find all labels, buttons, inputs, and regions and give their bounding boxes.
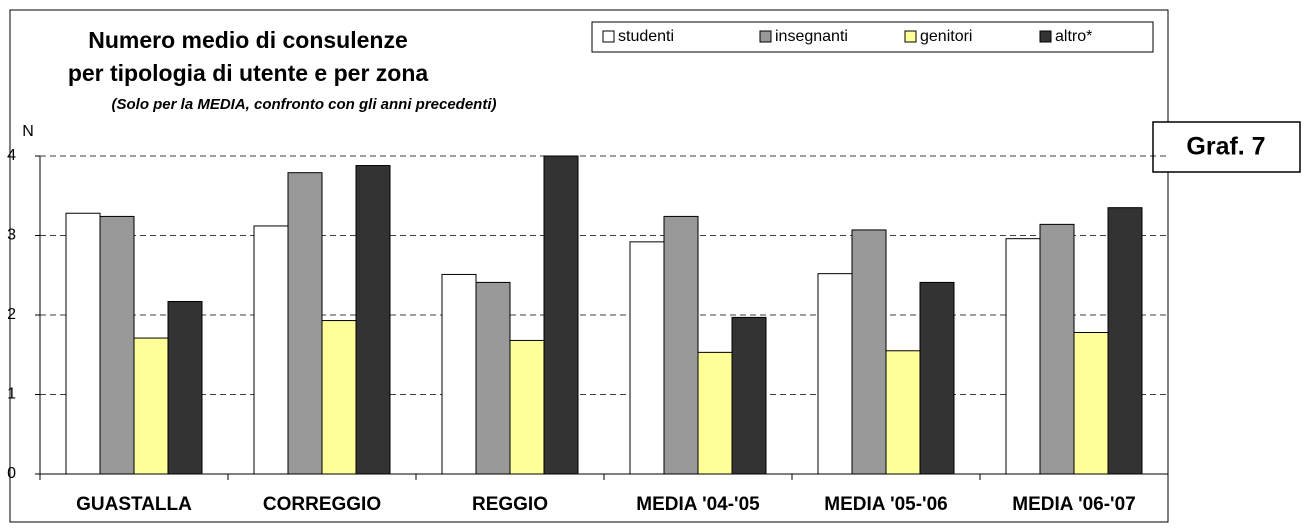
x-tick-label: MEDIA '05-'06 [824,494,947,515]
x-tick-label: MEDIA '04-'05 [636,494,760,515]
bar [663,215,699,475]
bar [817,273,853,475]
y-tick-label: 4 [7,147,16,164]
legend-label: studenti [618,28,674,45]
legend-swatch [602,30,615,43]
chart-subtitle: (Solo per la MEDIA, confronto con gli an… [111,96,496,113]
y-axis-label: N [22,123,34,140]
bar [99,215,135,475]
bar [509,339,545,475]
bar [287,172,323,475]
chart-title: per tipologia di utente e per zona [68,60,429,86]
annotation-box [1152,121,1301,173]
bar [629,241,665,475]
legend [591,21,1154,53]
bar [731,316,767,475]
bar [253,225,289,475]
bar [1039,223,1075,475]
bar [475,281,511,475]
bar [355,165,391,475]
y-tick-label: 3 [7,227,16,244]
bar [1073,331,1109,475]
bar [697,351,733,475]
x-tick-label: CORREGGIO [263,494,381,515]
chart-frame [9,9,1169,523]
bar [885,350,921,475]
bar [1005,238,1041,475]
chart-title: Numero medio di consulenze [88,27,408,53]
bar [65,212,101,475]
bar [919,281,955,475]
legend-swatch [904,30,917,43]
y-tick-label: 2 [7,306,16,323]
x-tick-label: REGGIO [472,494,548,515]
bar [1107,207,1143,475]
legend-label: genitori [920,28,972,45]
bar [133,337,169,475]
bar [167,300,203,475]
bar [851,229,887,475]
legend-swatch [759,30,772,43]
x-tick-label: MEDIA '06-'07 [1012,494,1135,515]
x-tick-label: GUASTALLA [76,494,192,515]
bar [543,155,579,475]
legend-swatch [1039,30,1052,43]
legend-label: altro* [1055,28,1092,45]
y-tick-label: 1 [7,386,16,403]
legend-label: insegnanti [775,28,848,45]
y-tick-label: 0 [7,465,16,482]
bar [321,320,357,475]
annotation: Graf. 7 [1186,133,1265,161]
bar [441,273,477,475]
